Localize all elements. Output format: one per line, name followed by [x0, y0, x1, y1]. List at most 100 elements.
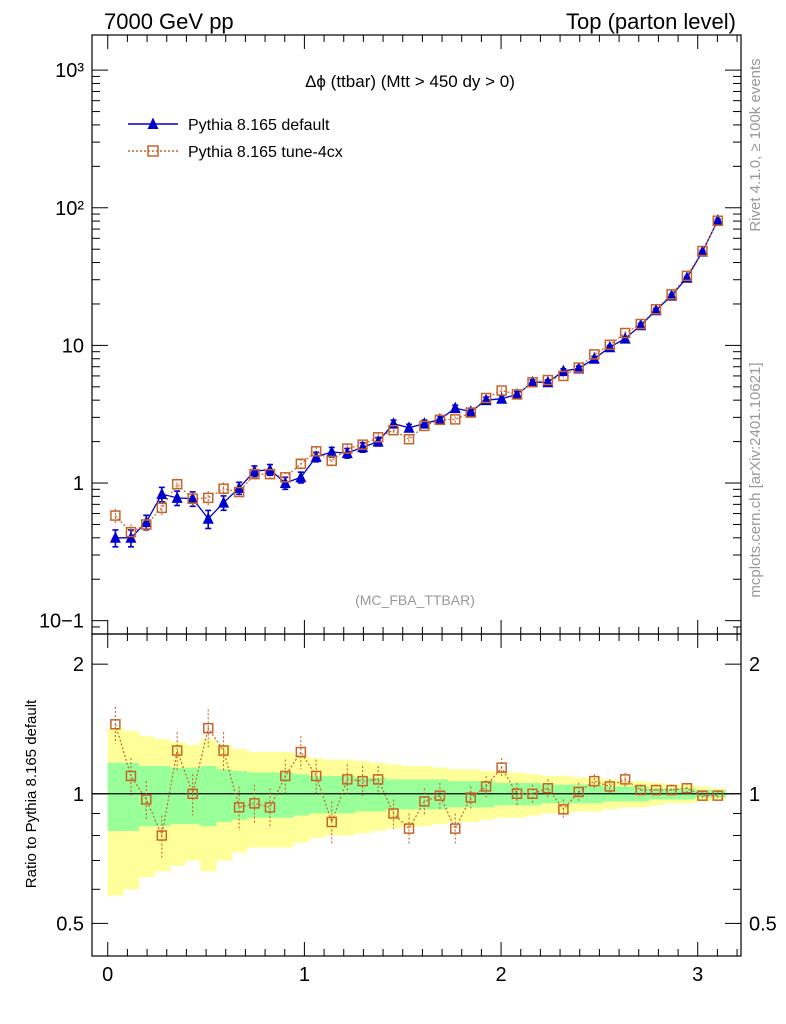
ratio-point	[156, 830, 168, 841]
ratio-point	[511, 788, 523, 800]
ratio-band-inner	[200, 766, 217, 827]
ratio-band-inner	[339, 775, 356, 814]
point-tune	[202, 492, 214, 504]
ratio-point	[202, 722, 214, 734]
ratio-y-tick-label-right: 2	[749, 654, 760, 676]
point-tune	[712, 215, 724, 226]
point-tune	[527, 376, 538, 388]
point-tune	[558, 370, 569, 382]
point-tune	[589, 349, 600, 360]
point-tune	[434, 414, 446, 426]
point-default	[635, 318, 647, 331]
ratio-band-inner	[308, 775, 325, 814]
ratio-series	[110, 707, 724, 858]
point-default	[434, 412, 446, 425]
point-default	[588, 352, 600, 364]
ratio-point	[480, 781, 492, 792]
point-default	[696, 245, 708, 257]
ratio-point	[449, 823, 461, 834]
ratio-band-inner	[293, 774, 310, 816]
point-tune	[110, 510, 121, 521]
ratio-band-inner	[323, 775, 341, 814]
point-default	[511, 387, 523, 400]
ratio-band-inner	[432, 779, 449, 810]
legend-label-tune: Pythia 8.165 tune-4cx	[188, 144, 343, 161]
point-tune	[326, 455, 337, 467]
x-tick-label: 2	[496, 964, 507, 986]
point-default	[666, 289, 678, 301]
x-tick-label: 3	[692, 964, 703, 986]
point-tune	[496, 385, 507, 396]
ratio-point	[650, 784, 662, 796]
ratio-point	[326, 816, 337, 828]
point-tune	[480, 392, 492, 404]
ratio-band-inner	[246, 772, 263, 818]
ratio-y-tick-label: 1	[73, 784, 84, 806]
point-default	[527, 375, 539, 388]
ratio-band-inner	[169, 767, 186, 825]
point-default	[403, 421, 415, 433]
ratio-point	[187, 788, 198, 800]
point-tune	[449, 414, 461, 425]
point-tune	[650, 304, 662, 315]
ratio-point	[465, 792, 477, 803]
ratio-point	[388, 808, 399, 819]
ratio-point	[712, 790, 724, 801]
point-tune	[187, 493, 198, 504]
ratio-point	[681, 782, 693, 794]
ratio-point	[218, 745, 229, 756]
point-tune	[357, 439, 368, 450]
point-default	[496, 392, 508, 404]
ratio-point	[419, 796, 430, 807]
ratio-point	[604, 781, 616, 792]
plot-frames	[91, 34, 742, 957]
ratio-point	[171, 745, 183, 756]
series-line	[114, 220, 719, 533]
ratio-point	[295, 746, 307, 758]
x-tick-label: 1	[299, 964, 310, 986]
point-default	[171, 491, 183, 503]
ratio-band-inner	[123, 762, 140, 831]
watermark: (MC_FBA_TTBAR)	[355, 592, 475, 608]
point-tune	[403, 434, 415, 445]
point-tune	[295, 458, 307, 470]
ratio-point	[233, 802, 245, 813]
ratio-point	[264, 802, 276, 813]
point-default	[202, 512, 214, 524]
data-series	[109, 213, 724, 548]
x-tick-label: 0	[102, 964, 113, 986]
point-default	[140, 515, 152, 528]
y-tick-label: 1	[73, 473, 84, 495]
ratio-point	[619, 774, 631, 785]
point-default	[465, 405, 477, 417]
point-tune	[388, 424, 399, 436]
ratio-point	[280, 770, 291, 782]
ratio-point	[527, 788, 538, 800]
header-right: Top (parton level)	[566, 9, 736, 34]
point-tune	[125, 526, 137, 538]
ratio-y-tick-label-right: 0.5	[749, 913, 777, 935]
ratio-line	[114, 724, 718, 838]
point-default	[295, 470, 307, 483]
ratio-y-tick-label-right: 1	[749, 784, 760, 806]
series-line	[115, 220, 719, 539]
point-tune	[465, 407, 477, 418]
point-tune	[280, 472, 291, 483]
ratio-point	[125, 770, 137, 782]
point-tune	[141, 519, 152, 530]
ratio-point	[310, 770, 322, 782]
point-default	[573, 361, 585, 374]
ratio-point	[542, 782, 554, 794]
ratio-band-inner	[401, 779, 418, 810]
axis-ticks: 0 1 2 3 10−1 1 10 10² 10³ 0.5 0.5 1 1 2 2	[39, 35, 777, 986]
y-tick-label: 10²	[55, 198, 84, 220]
ratio-y-tick-label: 0.5	[56, 913, 84, 935]
point-default	[156, 487, 168, 500]
ratio-band-inner	[385, 779, 402, 810]
point-tune	[542, 374, 554, 386]
point-tune	[666, 289, 677, 300]
header-left: 7000 GeV pp	[104, 9, 234, 34]
point-tune	[310, 446, 322, 457]
point-tune	[218, 483, 229, 494]
point-tune	[249, 468, 260, 480]
